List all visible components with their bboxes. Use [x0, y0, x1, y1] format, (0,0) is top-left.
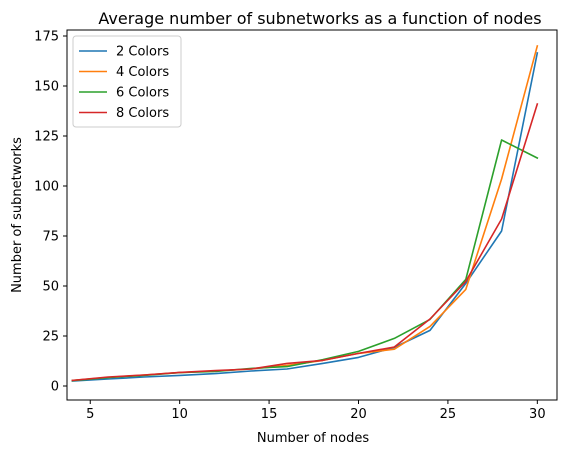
x-tick-label: 5	[86, 407, 94, 422]
y-tick-label: 175	[34, 30, 59, 45]
chart-title: Average number of subnetworks as a funct…	[98, 9, 541, 28]
legend-label: 4 Colors	[116, 65, 169, 80]
x-tick-label: 10	[171, 407, 188, 422]
x-axis: 5 10 15 20 25 30	[86, 400, 546, 422]
y-axis-label: Number of subnetworks	[10, 137, 25, 293]
y-tick-label: 75	[42, 230, 59, 245]
series-line-6-colors	[71, 139, 539, 382]
y-tick-label: 100	[34, 180, 59, 195]
y-tick-label: 0	[51, 380, 59, 395]
y-tick-label: 50	[42, 280, 59, 295]
legend-label: 8 Colors	[116, 106, 169, 121]
legend: 2 Colors 4 Colors 6 Colors 8 Colors	[72, 35, 182, 128]
x-tick-label: 15	[261, 407, 278, 422]
series-lines	[71, 45, 539, 382]
y-tick-label: 150	[34, 80, 59, 95]
legend-label: 6 Colors	[116, 86, 169, 101]
y-axis: 0 25 50 75 100 125 150 175	[34, 30, 67, 395]
legend-box	[72, 35, 182, 128]
plot-area	[66, 29, 558, 401]
x-tick-label: 25	[440, 407, 457, 422]
series-line-8-colors	[71, 102, 539, 382]
x-tick-label: 30	[529, 407, 546, 422]
series-line-2-colors	[71, 52, 539, 382]
legend-label: 2 Colors	[116, 45, 169, 60]
x-tick-label: 20	[350, 407, 367, 422]
y-tick-label: 25	[42, 330, 59, 345]
x-axis-label: Number of nodes	[257, 431, 369, 446]
y-tick-label: 125	[34, 130, 59, 145]
